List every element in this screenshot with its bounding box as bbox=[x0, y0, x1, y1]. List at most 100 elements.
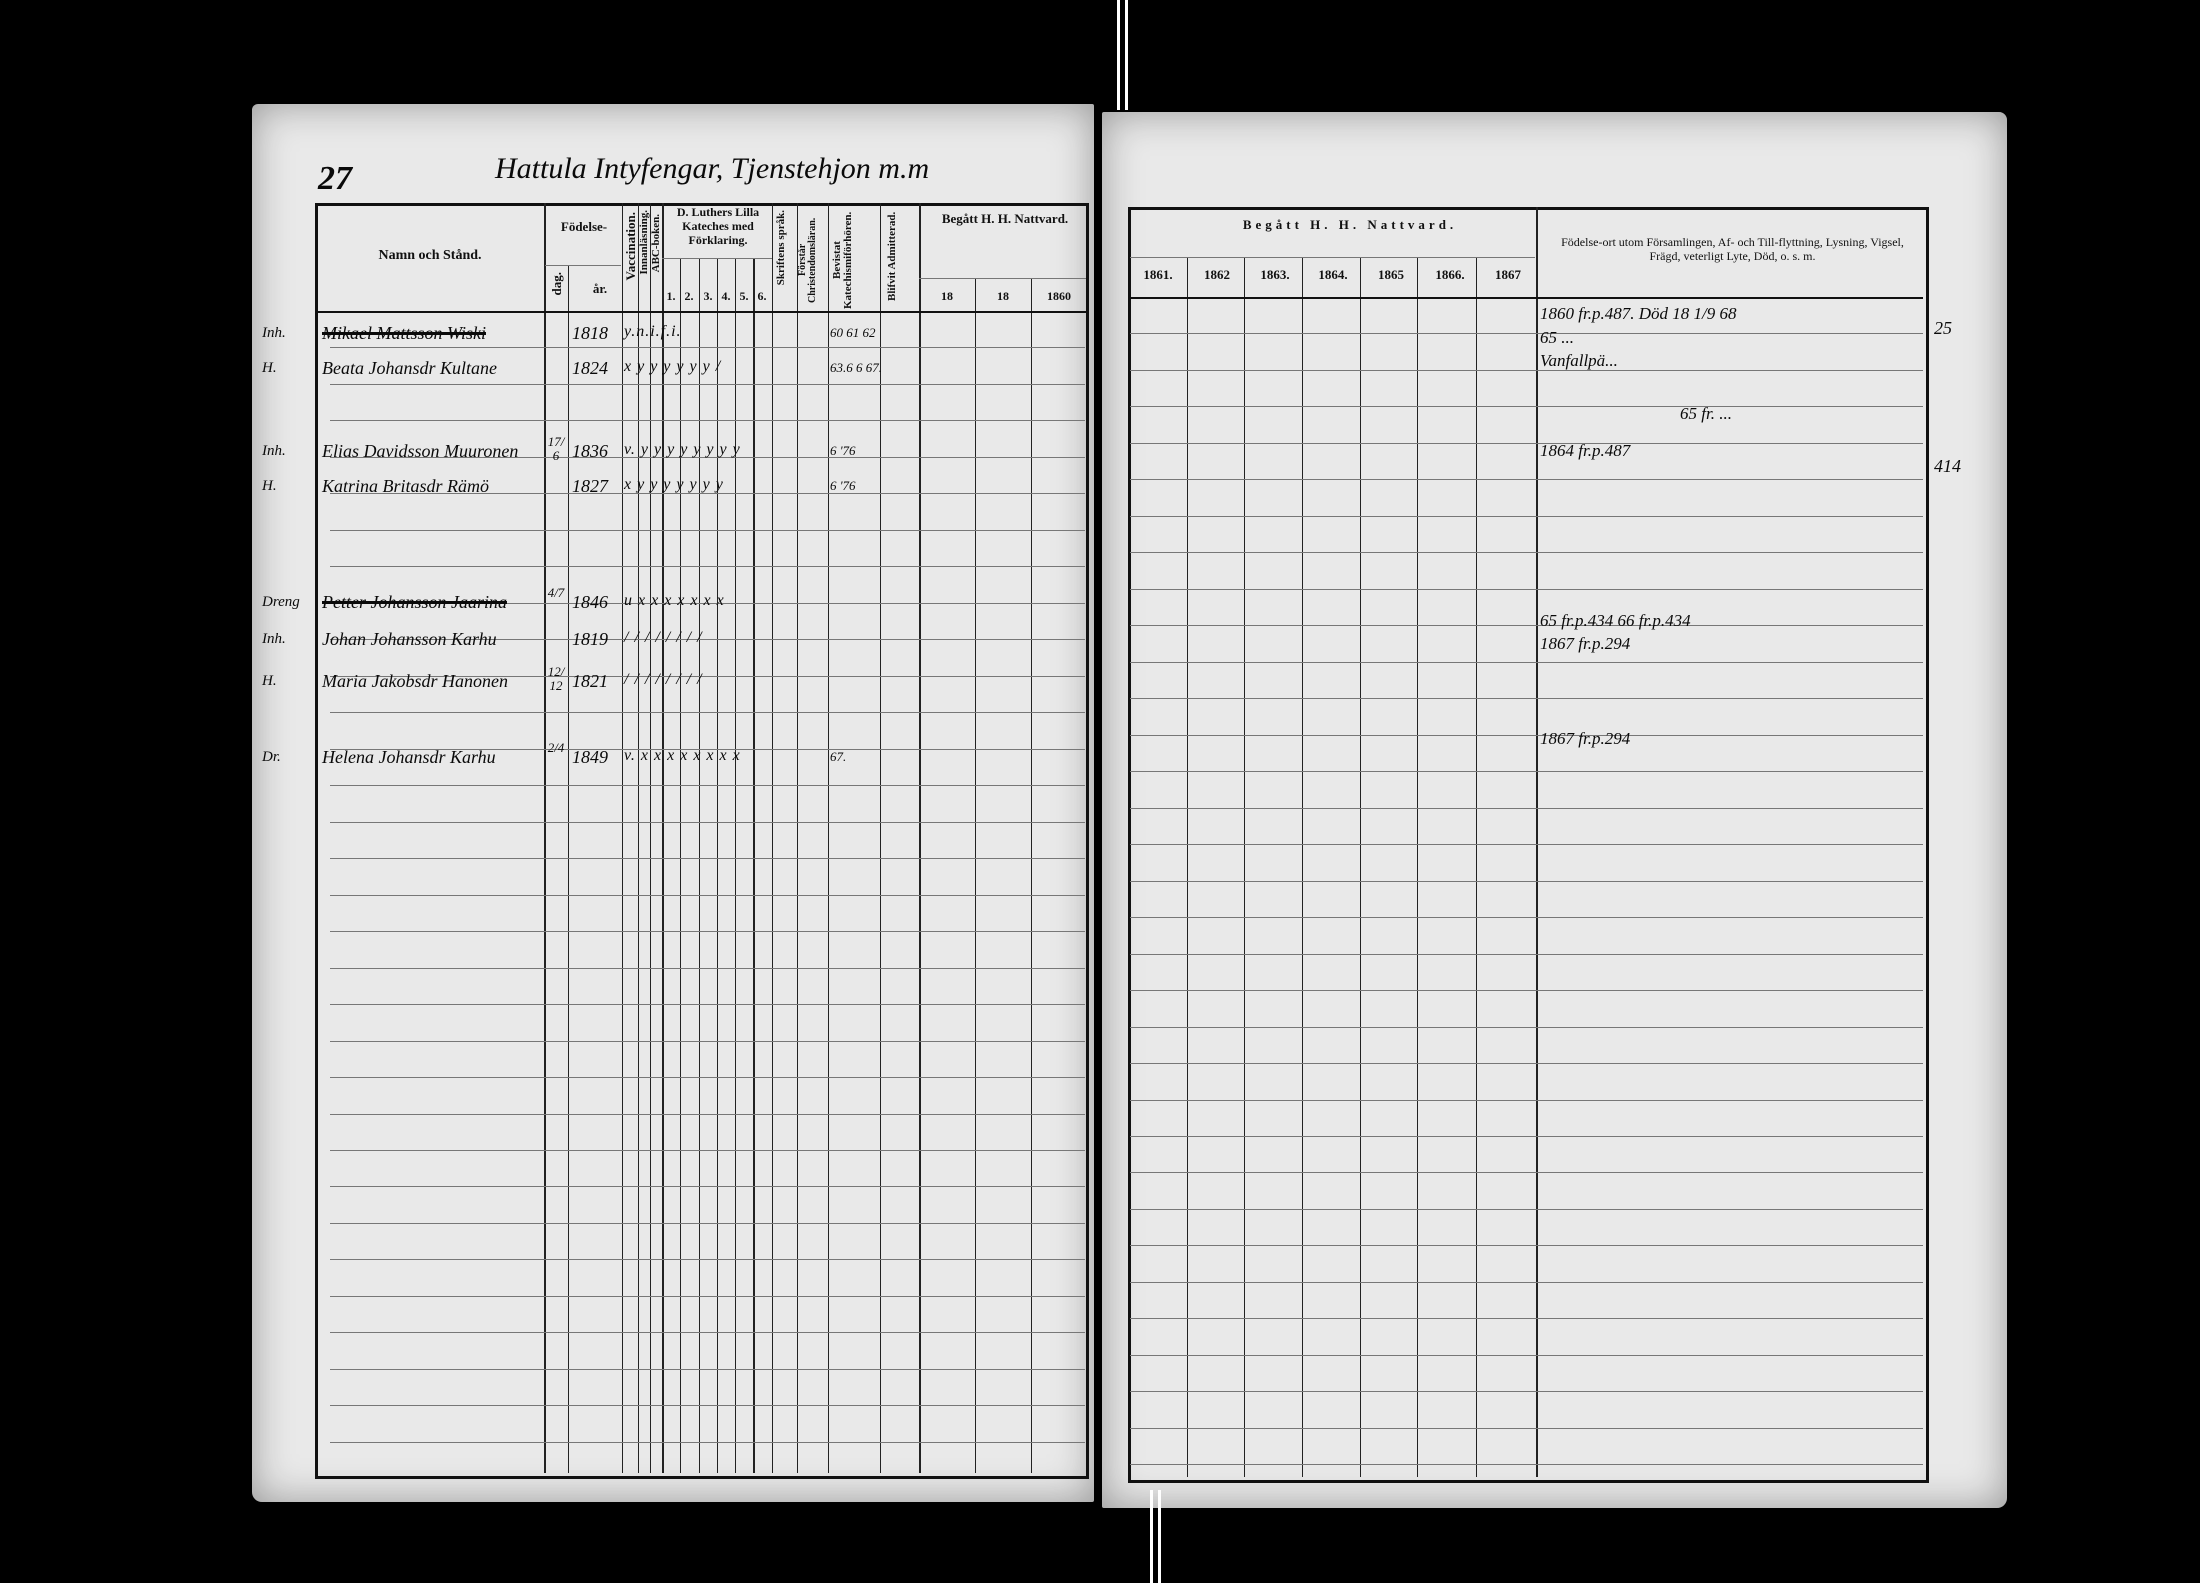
row-line bbox=[330, 785, 1085, 786]
column-divider bbox=[1476, 257, 1477, 1477]
column-divider bbox=[753, 258, 755, 1473]
entry-marks: u x x x x x x x bbox=[624, 592, 725, 609]
row-line bbox=[1130, 333, 1923, 334]
row-line bbox=[1130, 808, 1923, 809]
entry-status: Inh. bbox=[262, 325, 286, 341]
row-line bbox=[1130, 990, 1923, 991]
row-line bbox=[330, 749, 1085, 750]
row-line bbox=[330, 566, 1085, 567]
communion-year-right: 1867 bbox=[1495, 267, 1521, 282]
left-page bbox=[252, 104, 1094, 1502]
row-line bbox=[1130, 625, 1923, 626]
row-line bbox=[1130, 1245, 1923, 1246]
column-divider bbox=[1031, 278, 1032, 1473]
column-divider bbox=[544, 203, 546, 1473]
row-line bbox=[1130, 1355, 1923, 1356]
remark: 1864 fr.p.487 bbox=[1540, 441, 1631, 460]
luther-part-label: 6. bbox=[757, 289, 767, 303]
column-divider bbox=[1536, 207, 1538, 1477]
row-line bbox=[330, 895, 1085, 896]
page-number: 27 bbox=[318, 160, 352, 197]
header-vaccination: Vaccination. bbox=[623, 212, 638, 281]
entry-name: Mikael Mattsson Wiski bbox=[322, 323, 486, 343]
page-title: Hattula Intyfengar, Tjenstehjon m.m bbox=[495, 152, 930, 185]
row-line bbox=[1130, 1100, 1923, 1101]
entry-attended: 6 '76 bbox=[830, 478, 856, 493]
column-divider bbox=[828, 203, 829, 1473]
row-line bbox=[330, 1259, 1085, 1260]
luther-part-label: 5. bbox=[739, 289, 749, 303]
row-line bbox=[330, 1223, 1085, 1224]
row-line bbox=[1130, 1391, 1923, 1392]
row-line bbox=[1130, 443, 1923, 444]
entry-birth-year: 1846 bbox=[572, 592, 608, 612]
column-divider bbox=[650, 203, 651, 1473]
row-line bbox=[1130, 662, 1923, 663]
header-admitted: Blifvit Admitterad. bbox=[886, 211, 898, 301]
column-divider bbox=[1187, 257, 1188, 1477]
row-line bbox=[330, 420, 1085, 421]
entry-name: Elias Davidsson Muuronen bbox=[322, 441, 519, 461]
birth-subheader-line bbox=[545, 265, 621, 266]
header-communion-left: Begått H. H. Nattvard. bbox=[941, 211, 1069, 226]
communion-year-right: 1861. bbox=[1143, 267, 1173, 282]
binding-line bbox=[1158, 1490, 1161, 1583]
row-line bbox=[1130, 1428, 1923, 1429]
row-line bbox=[1130, 1063, 1923, 1064]
entry-status: Inh. bbox=[262, 631, 286, 647]
row-line bbox=[1130, 881, 1923, 882]
row-line bbox=[330, 1114, 1085, 1115]
row-line bbox=[1130, 917, 1923, 918]
column-divider bbox=[1360, 257, 1361, 1477]
row-line bbox=[330, 1150, 1085, 1151]
row-line bbox=[1130, 406, 1923, 407]
binding-line bbox=[1125, 0, 1128, 110]
row-line bbox=[330, 1041, 1085, 1042]
header-abc: ABC-boken. bbox=[650, 214, 662, 273]
remark: 1860 fr.p.487. Död 18 1/9 68 bbox=[1540, 304, 1737, 323]
entry-marks: v. x x x x x x x x bbox=[624, 747, 741, 764]
entry-attended: 63.6 6 67. bbox=[830, 360, 882, 375]
row-line bbox=[1130, 844, 1923, 845]
margin-number: 414 bbox=[1934, 456, 1961, 476]
row-line bbox=[1130, 735, 1923, 736]
entry-birth-day: 17/6 bbox=[547, 434, 565, 463]
entry-marks: / / / / / / / / bbox=[624, 629, 703, 646]
entry-name: Johan Johansson Karhu bbox=[322, 629, 497, 649]
header-reading: Innanläsning. bbox=[638, 210, 650, 275]
remark: 65 ... bbox=[1540, 328, 1574, 347]
header-luther: D. Luthers Lilla Kateches med Förklaring… bbox=[676, 205, 760, 247]
column-divider bbox=[699, 258, 700, 1473]
luther-part-label: 2. bbox=[684, 289, 694, 303]
margin-number: 25 bbox=[1934, 318, 1952, 338]
row-line bbox=[330, 931, 1085, 932]
entry-marks: x y y y y y y / bbox=[624, 358, 722, 375]
row-line bbox=[1130, 771, 1923, 772]
row-line bbox=[330, 1186, 1085, 1187]
row-line bbox=[1130, 1027, 1923, 1028]
luther-part-label: 3. bbox=[703, 289, 713, 303]
header-bottom-line bbox=[316, 311, 1086, 313]
entry-name: Maria Jakobsdr Hanonen bbox=[322, 671, 508, 691]
entry-attended: 67. bbox=[830, 749, 847, 764]
entry-name: Helena Johansdr Karhu bbox=[322, 747, 496, 767]
header-birth: Födelse- bbox=[560, 219, 608, 234]
row-line bbox=[330, 1332, 1085, 1333]
entry-marks: x y y y y y y y bbox=[624, 476, 724, 493]
entry-status: Inh. bbox=[262, 443, 286, 459]
communion-subheader-line bbox=[919, 278, 1086, 279]
entry-birth-year: 1849 bbox=[572, 747, 608, 767]
remark: 65 fr.p.434 66 fr.p.434 bbox=[1540, 611, 1691, 630]
entry-name: Beata Johansdr Kultane bbox=[322, 358, 497, 378]
row-line bbox=[330, 639, 1085, 640]
entry-status: Dreng bbox=[262, 594, 300, 610]
entry-name: Petter Johansson Jaarina bbox=[322, 592, 507, 612]
header-communion-right: Begått H. H. Nattvard. bbox=[1242, 217, 1458, 232]
entry-birth-day: 2/4 bbox=[547, 740, 565, 755]
right-page bbox=[1102, 112, 2007, 1508]
row-line bbox=[330, 1296, 1085, 1297]
row-line bbox=[1130, 1172, 1923, 1173]
header-bottom-line bbox=[1130, 297, 1923, 299]
column-divider bbox=[622, 203, 623, 1473]
row-line bbox=[1130, 479, 1923, 480]
